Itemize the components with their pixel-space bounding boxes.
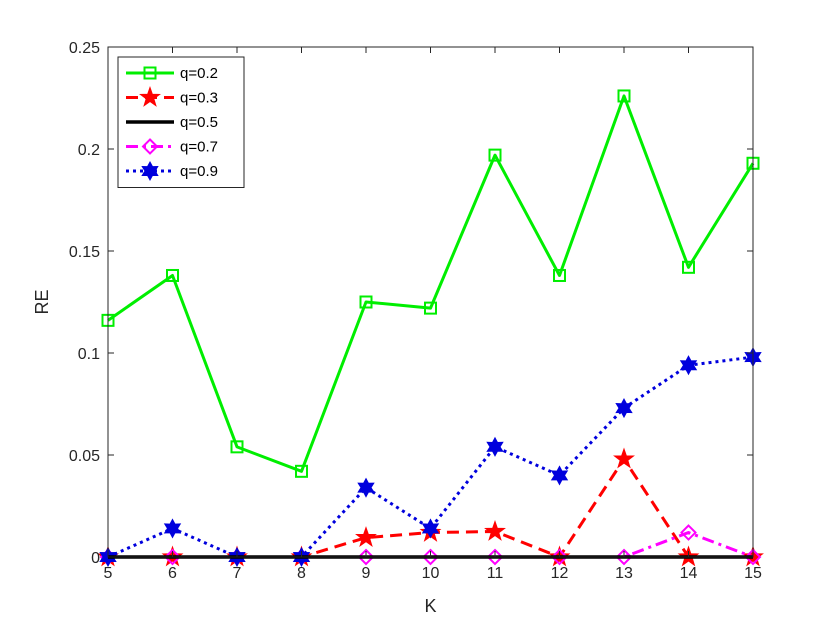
y-axis-label: RE: [32, 289, 52, 314]
data-point: [163, 518, 182, 539]
data-point: [615, 548, 633, 566]
legend-label: q=0.9: [180, 163, 218, 180]
y-tick-label: 0.15: [69, 244, 100, 261]
data-point: [295, 464, 308, 478]
data-point: [424, 301, 437, 315]
ticks-layer: 5 6 7 8 9 10 11 12 13 14 15 0 0.05 0.1 0.15 0.2 0.25: [69, 40, 762, 582]
legend-item-q=0.7: q=0.7: [126, 138, 218, 156]
x-tick-label: 5: [104, 565, 113, 582]
series-line: [107, 94, 755, 473]
legend-label: q=0.2: [180, 65, 218, 82]
x-tick-label: 9: [362, 565, 371, 582]
data-point: [553, 268, 566, 282]
data-point: [550, 465, 569, 486]
x-tick-label: 11: [487, 565, 504, 582]
data-point: [166, 268, 179, 282]
y-tick-label: 0.25: [69, 40, 100, 57]
legend-item-q=0.5: q=0.5: [126, 114, 218, 131]
x-tick-label: 7: [233, 565, 242, 582]
data-point: [230, 440, 244, 454]
legend-item-q=0.3: q=0.3: [126, 85, 218, 107]
legend-label: q=0.3: [180, 90, 218, 107]
legend-label: q=0.5: [180, 114, 218, 131]
y-tick-label: 0.1: [78, 346, 100, 363]
data-point: [164, 548, 181, 566]
data-point: [680, 524, 697, 541]
legend-item-q=0.2: q=0.2: [126, 65, 218, 82]
data-point: [551, 548, 568, 566]
data-point: [357, 548, 375, 566]
x-tick-label: 13: [615, 565, 633, 582]
legend-marker: [143, 66, 157, 80]
data-point: [679, 355, 698, 376]
data-point: [422, 548, 439, 566]
legend-item-q=0.9: q=0.9: [126, 160, 218, 182]
y-tick-label: 0.05: [69, 448, 100, 465]
x-tick-label: 14: [680, 565, 698, 582]
data-point: [617, 89, 631, 103]
data-point: [357, 477, 375, 498]
x-tick-label: 10: [422, 565, 440, 582]
y-tick-label: 0.2: [78, 142, 100, 159]
legend-marker: [141, 138, 159, 155]
data-point: [615, 398, 633, 419]
x-tick-label: 12: [551, 565, 569, 582]
y-tick-label: 0: [91, 550, 100, 567]
x-tick-label: 6: [168, 565, 177, 582]
legend-marker: [141, 160, 159, 182]
data-point: [484, 519, 506, 541]
data-point: [486, 436, 504, 457]
data-point: [744, 548, 762, 566]
data-point: [359, 295, 373, 309]
data-point: [682, 260, 695, 274]
legend-marker: [139, 85, 161, 107]
x-tick-label: 15: [744, 565, 762, 582]
x-axis-label: K: [424, 596, 436, 616]
data-point: [613, 447, 635, 469]
data-point: [488, 148, 502, 162]
legend-label: q=0.7: [180, 139, 218, 156]
data-point: [355, 526, 377, 547]
data-point: [421, 518, 440, 539]
x-tick-label: 8: [297, 565, 306, 582]
data-point: [486, 548, 504, 566]
legend: q=0.2 q=0.3 q=0.5 q=0.7 q=0.9: [117, 56, 245, 188]
